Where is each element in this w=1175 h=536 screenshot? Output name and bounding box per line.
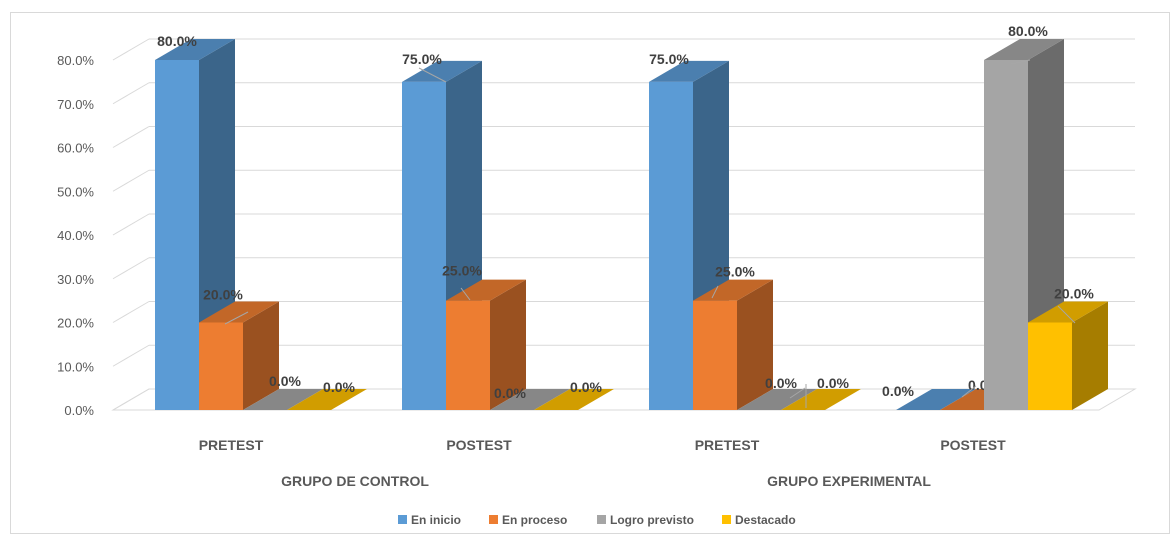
bar xyxy=(984,60,1028,410)
bar xyxy=(693,300,737,410)
leader-line xyxy=(224,311,249,325)
bar-top xyxy=(243,389,323,410)
bar xyxy=(649,81,693,410)
data-label: 80.0% xyxy=(157,33,197,49)
y-tick-label: 70.0% xyxy=(57,97,94,112)
gridline-side xyxy=(112,301,150,323)
gridline-side xyxy=(112,126,150,148)
bar-top xyxy=(199,301,279,323)
bar xyxy=(155,60,199,410)
leader-line xyxy=(789,387,806,399)
gridline-side xyxy=(112,82,150,105)
bar-top xyxy=(1028,301,1108,323)
legend-label: En proceso xyxy=(502,513,567,527)
data-label: 0.0% xyxy=(817,375,849,391)
data-label: 0.0% xyxy=(323,379,355,395)
data-label: 80.0% xyxy=(1008,23,1048,39)
y-tick-label: 60.0% xyxy=(57,141,94,156)
gridline-side xyxy=(112,38,150,61)
bar-side xyxy=(243,301,279,410)
legend-swatch xyxy=(398,515,407,524)
legend-label: Logro previsto xyxy=(610,513,694,527)
bar-top xyxy=(737,389,817,410)
data-label: 0.0% xyxy=(765,375,797,391)
legend-label: En inicio xyxy=(411,513,461,527)
gridline-side xyxy=(112,344,150,367)
x-tick-label: POSTEST xyxy=(940,437,1006,453)
legend-swatch xyxy=(489,515,498,524)
data-label: 0.0% xyxy=(494,385,526,401)
bar-side xyxy=(490,279,526,410)
bar xyxy=(402,81,446,410)
x-group-label: GRUPO EXPERIMENTAL xyxy=(767,473,931,489)
data-label: 0.0% xyxy=(570,379,602,395)
x-group-label: GRUPO DE CONTROL xyxy=(281,473,429,489)
bar-top xyxy=(534,389,614,410)
bar-top xyxy=(155,39,235,60)
data-label: 75.0% xyxy=(402,51,442,67)
y-tick-label: 10.0% xyxy=(57,359,94,374)
leader-line xyxy=(1057,305,1076,324)
bar xyxy=(1028,322,1072,410)
gridline-side xyxy=(112,169,150,192)
data-label: 25.0% xyxy=(442,263,482,279)
bar-top xyxy=(402,60,482,82)
gridline-side xyxy=(112,213,150,236)
bar-top xyxy=(781,389,861,410)
chart-frame xyxy=(10,12,1170,534)
bar-top xyxy=(984,39,1064,60)
x-tick-label: PRETEST xyxy=(199,437,264,453)
bar-top xyxy=(896,389,976,410)
data-label: 20.0% xyxy=(203,287,243,303)
x-tick-label: POSTEST xyxy=(446,437,512,453)
data-label: 25.0% xyxy=(715,264,755,280)
data-label: 20.0% xyxy=(1054,286,1094,302)
gridline-side xyxy=(112,257,150,280)
bar-side xyxy=(1072,301,1108,410)
bar-top xyxy=(490,389,570,410)
leader-line xyxy=(961,385,977,398)
y-tick-label: 30.0% xyxy=(57,272,94,287)
leader-line xyxy=(460,287,471,301)
legend-label: Destacado xyxy=(735,513,796,527)
data-label: 75.0% xyxy=(649,51,689,67)
data-label: 0.0% xyxy=(269,373,301,389)
leader-line xyxy=(711,285,719,299)
data-label: 0.0% xyxy=(882,383,914,399)
bar-top xyxy=(649,60,729,82)
bar xyxy=(446,300,490,410)
y-tick-label: 40.0% xyxy=(57,228,94,243)
y-tick-label: 80.0% xyxy=(57,53,94,68)
y-tick-label: 20.0% xyxy=(57,316,94,331)
bar-side xyxy=(737,279,773,410)
leader-line xyxy=(1010,59,1031,65)
leader-line xyxy=(418,67,447,83)
legend-swatch xyxy=(722,515,731,524)
bar-top xyxy=(287,389,367,410)
legend-swatch xyxy=(597,515,606,524)
x-tick-label: PRETEST xyxy=(695,437,760,453)
y-tick-label: 0.0% xyxy=(64,403,94,418)
bar xyxy=(199,322,243,410)
y-tick-label: 50.0% xyxy=(57,184,94,199)
